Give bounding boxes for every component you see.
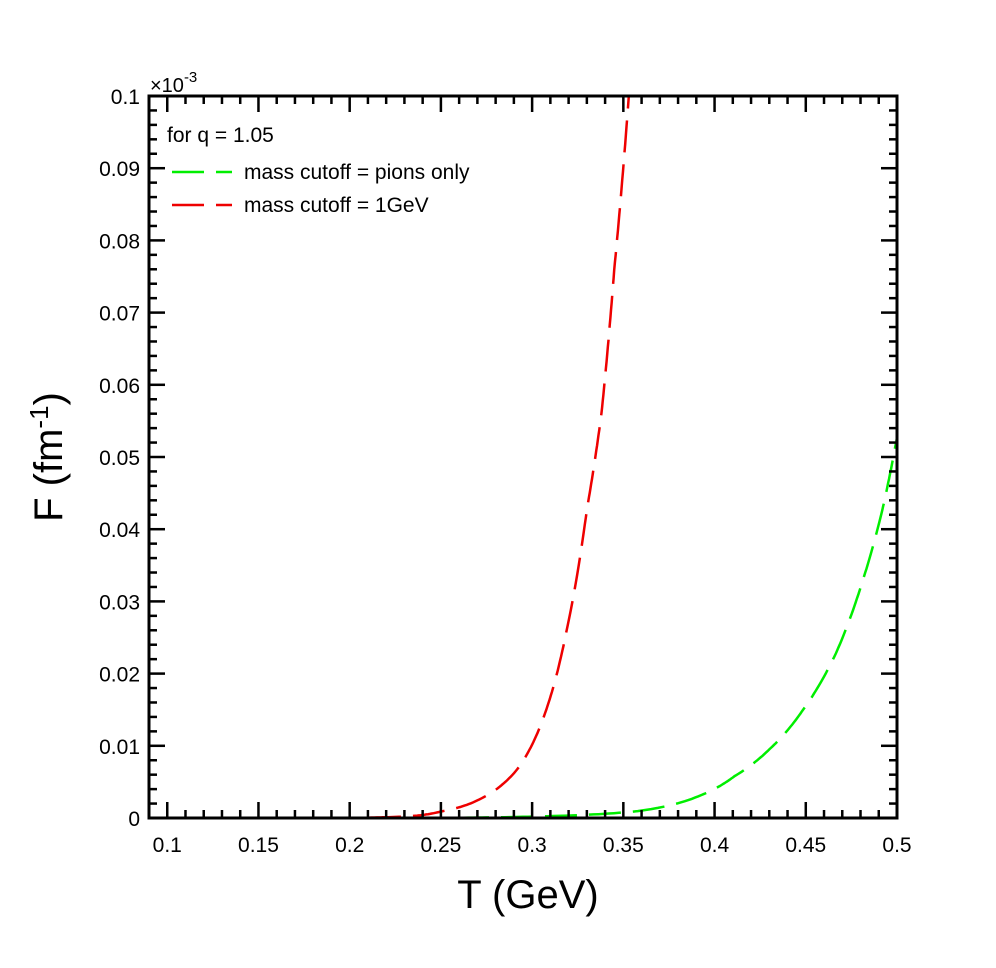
x-tick-labels: 0.1 0.15 0.2 0.25 0.3 0.35 0.4 0.45 0.5 [153, 834, 912, 857]
x-tick-label: 0.25 [420, 834, 461, 857]
legend-label-pions-only: mass cutoff = pions only [244, 161, 470, 184]
y-tick-label: 0.1 [111, 86, 140, 109]
x-tick-label: 0.2 [335, 834, 364, 857]
plot-frame [147, 94, 899, 820]
y-tick-label: 0.06 [99, 375, 140, 398]
y-tick-label: 0.01 [99, 736, 140, 759]
x-tick-label: 0.15 [238, 834, 279, 857]
y-tick-label: 0.07 [99, 303, 140, 326]
legend-title: for q = 1.05 [167, 124, 274, 147]
x-tick-label: 0.1 [153, 834, 182, 857]
x-tick-label: 0.3 [518, 834, 547, 857]
y-tick-label: 0.03 [99, 591, 140, 614]
series-line-0 [149, 437, 897, 818]
y-tick-label: 0 [128, 808, 140, 831]
y-tick-label: 0.02 [99, 664, 140, 687]
y-tick-label: 0.09 [99, 158, 140, 181]
x-tick-label: 0.5 [882, 834, 911, 857]
x-tick-label: 0.45 [785, 834, 826, 857]
y-axis-label: F (fm-1) [24, 392, 71, 522]
y-tick-label: 0.08 [99, 230, 140, 253]
legend-label-1gev: mass cutoff = 1GeV [244, 194, 429, 217]
x-tick-label: 0.35 [603, 834, 644, 857]
x-axis-label: T (GeV) [457, 873, 599, 917]
x-tick-label: 0.4 [700, 834, 730, 857]
legend: for q = 1.05 mass cutoff = pions only ma… [167, 124, 470, 217]
y-multiplier: ×10-3 [150, 69, 197, 97]
y-tick-label: 0.04 [99, 519, 140, 542]
y-tick-label: 0.05 [99, 447, 140, 470]
y-tick-labels: 0 0.01 0.02 0.03 0.04 0.05 0.06 0.07 0.08 0.09 0.1 [99, 86, 140, 831]
